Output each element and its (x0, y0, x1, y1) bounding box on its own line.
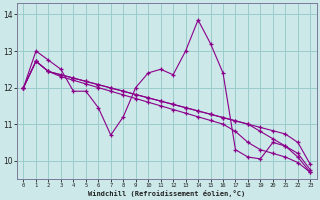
X-axis label: Windchill (Refroidissement éolien,°C): Windchill (Refroidissement éolien,°C) (88, 190, 245, 197)
